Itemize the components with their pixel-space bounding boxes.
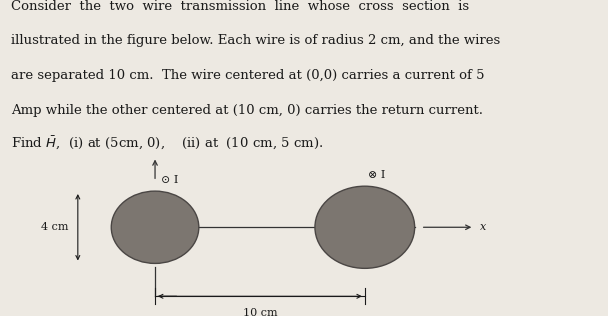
Text: 10 cm: 10 cm <box>243 308 277 316</box>
Text: ⊗ I: ⊗ I <box>368 170 385 179</box>
Text: ⊙ I: ⊙ I <box>161 174 179 185</box>
Ellipse shape <box>315 186 415 268</box>
Text: illustrated in the figure below. Each wire is of radius 2 cm, and the wires: illustrated in the figure below. Each wi… <box>11 34 500 47</box>
Text: Find $\bar{H}$,  (i) at (5cm, 0),    (ii) at  (10 cm, 5 cm).: Find $\bar{H}$, (i) at (5cm, 0), (ii) at… <box>11 135 323 152</box>
Text: are separated 10 cm.  The wire centered at (0,0) carries a current of 5: are separated 10 cm. The wire centered a… <box>11 69 485 82</box>
Text: x: x <box>480 222 486 232</box>
Text: Consider  the  two  wire  transmission  line  whose  cross  section  is: Consider the two wire transmission line … <box>11 0 469 13</box>
Text: 4 cm: 4 cm <box>41 222 69 232</box>
Text: Amp while the other centered at (10 cm, 0) carries the return current.: Amp while the other centered at (10 cm, … <box>11 104 483 117</box>
Ellipse shape <box>111 191 199 264</box>
